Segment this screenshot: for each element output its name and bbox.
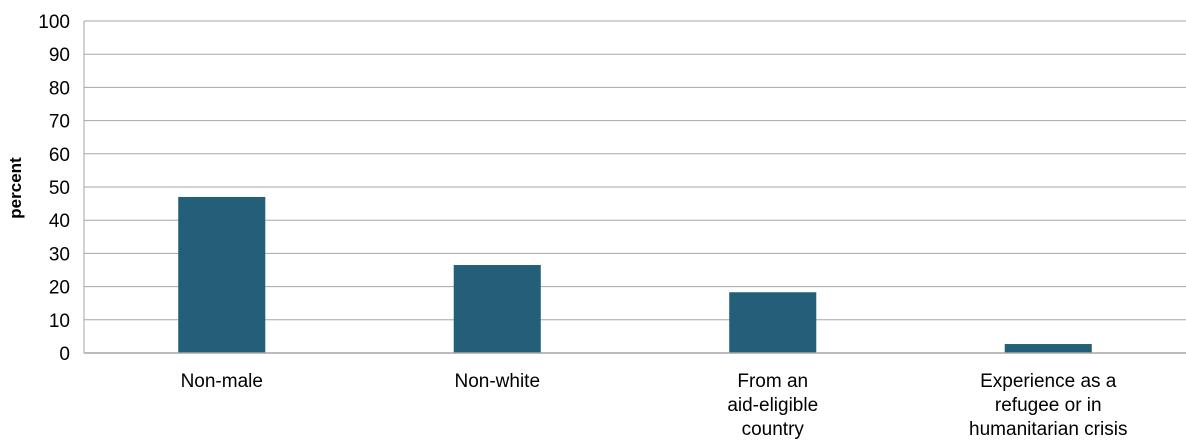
x-category-label: From an [737, 371, 808, 392]
y-tick-label: 90 [49, 45, 70, 66]
x-category-label: aid-eligible [727, 395, 818, 416]
bar [1004, 344, 1092, 353]
y-tick-label: 50 [49, 178, 70, 199]
y-axis-ticks: 0 10 20 30 40 50 60 70 80 90 100 [38, 12, 70, 365]
y-axis-title: percent [6, 157, 25, 219]
gridlines [83, 20, 1186, 353]
y-tick-label: 40 [49, 211, 70, 232]
y-tick-label: 20 [49, 278, 70, 299]
x-category-label: humanitarian crisis [969, 419, 1127, 440]
y-tick-label: 70 [49, 112, 70, 133]
bar [729, 292, 817, 353]
x-category-label: Non-white [454, 371, 540, 392]
bar [453, 265, 541, 353]
x-category-label: refugee or in [995, 395, 1102, 416]
x-category-label: Non-male [181, 371, 263, 392]
bars [178, 196, 1092, 353]
y-tick-label: 100 [38, 12, 70, 33]
x-axis-labels: Non-male Non-white From an aid-eligible coun… [181, 371, 1128, 440]
y-tick-label: 60 [49, 145, 70, 166]
y-tick-label: 10 [49, 311, 70, 332]
y-tick-label: 80 [49, 78, 70, 99]
y-tick-label: 30 [49, 244, 70, 265]
x-category-label: Experience as a [980, 371, 1117, 392]
y-tick-label: 0 [59, 344, 70, 365]
bar [178, 196, 266, 353]
x-category-label: country [742, 419, 805, 440]
